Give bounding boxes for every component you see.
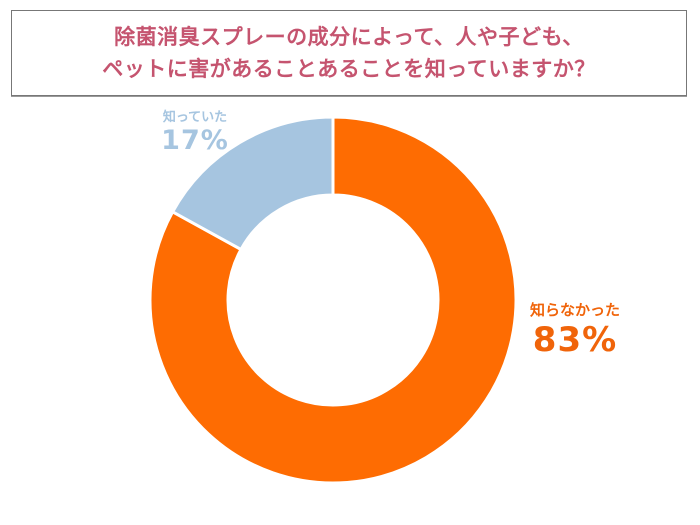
slice-knew bbox=[170, 115, 335, 252]
chart-title-line-1: 除菌消臭スプレーの成分によって、人や子ども、 bbox=[114, 25, 584, 49]
label-knew-name: 知っていた bbox=[162, 110, 228, 125]
chart-title-line-2: ペットに害があることあることを知っていますか？ bbox=[102, 57, 596, 81]
slice-didnt-know bbox=[148, 115, 518, 485]
donut-slices bbox=[148, 115, 518, 485]
label-knew-percent: 17% bbox=[161, 125, 229, 156]
label-didnt-know-percent: 83% bbox=[532, 320, 618, 360]
label-didnt-know: 知らなかった 83% bbox=[520, 300, 630, 360]
label-didnt-know-name: 知らなかった bbox=[529, 301, 620, 319]
chart-title-box: 除菌消臭スプレーの成分によって、人や子ども、 ペットに害があることあることを知っ… bbox=[11, 10, 687, 96]
label-knew: 知っていた 17% bbox=[155, 110, 235, 156]
